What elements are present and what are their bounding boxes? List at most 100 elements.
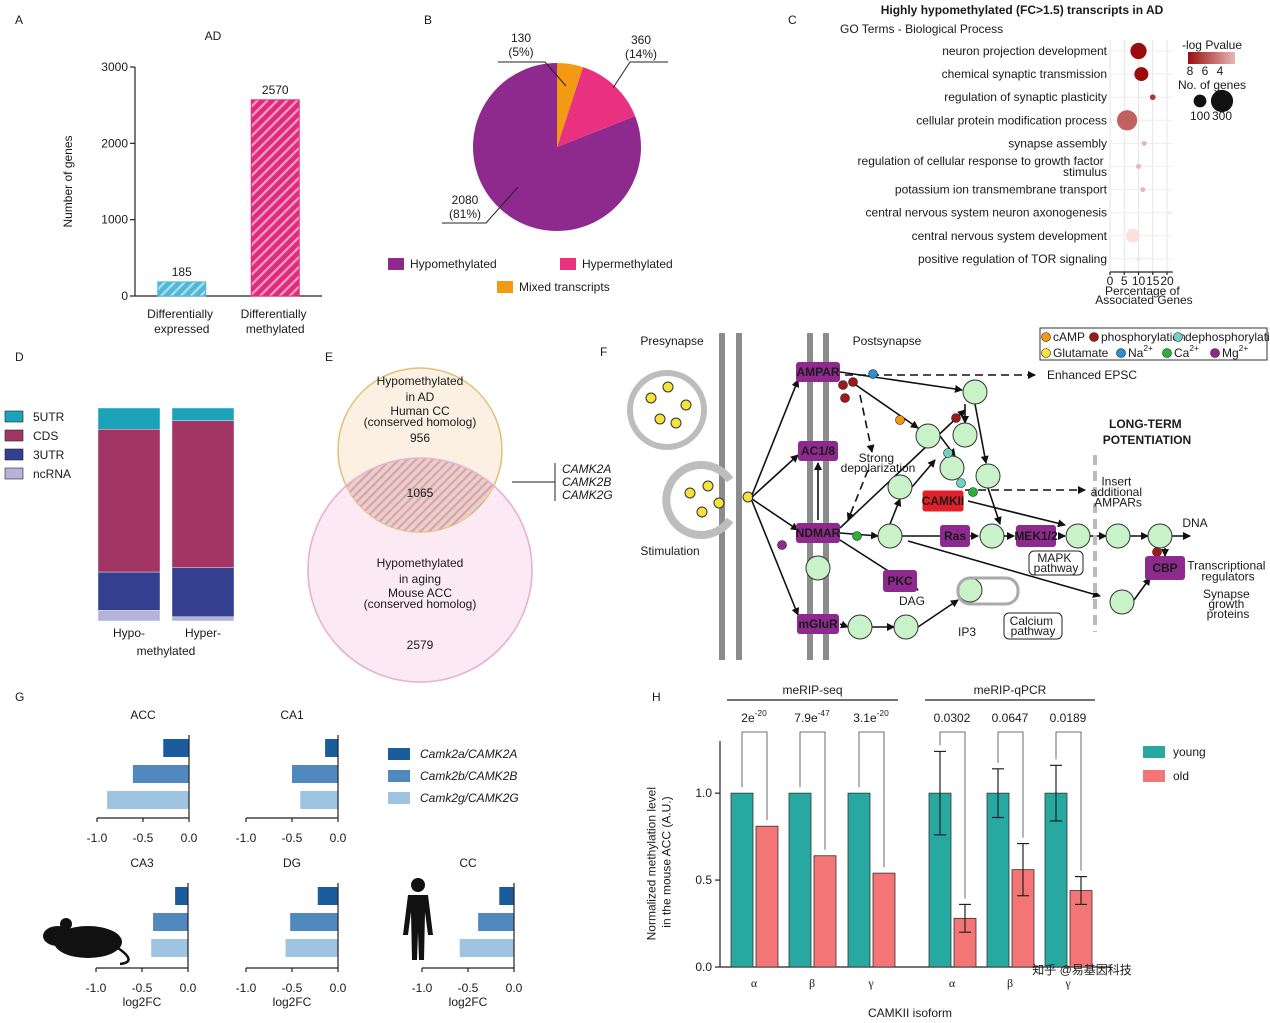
protein-box	[1016, 525, 1056, 547]
protein-box	[798, 441, 838, 461]
text-part: Mg	[1222, 346, 1239, 360]
signal-dot	[1152, 547, 1162, 557]
dot	[1134, 67, 1149, 82]
molecule	[952, 422, 978, 448]
legend-label: ncRNA	[33, 467, 71, 481]
protein-label: CBP	[1152, 561, 1177, 575]
text-part: MAPK	[1037, 551, 1074, 565]
y-tick-label: central nervous system development	[912, 229, 1108, 243]
text-part: Na	[1128, 346, 1144, 360]
text-part: -47	[818, 708, 830, 718]
venn-label: Human CC	[390, 404, 450, 418]
p-value: 0.0647	[992, 711, 1029, 725]
legend-label: old	[1173, 769, 1189, 783]
glutamate	[696, 506, 708, 518]
count-label: 360	[631, 33, 651, 47]
text-part: pathway	[1011, 624, 1056, 638]
y-axis-label: Number of genes	[61, 135, 75, 227]
protein-box	[796, 362, 840, 382]
legend-swatch	[388, 748, 410, 760]
signal-dot	[956, 478, 966, 488]
y-tick-label: positive regulation of TOR signaling	[918, 252, 1107, 266]
protein-box	[921, 489, 965, 513]
text-part: Strong	[859, 451, 898, 465]
x-tick-label: -0.5	[132, 981, 153, 995]
stimulus-label: Stimulation	[640, 544, 699, 558]
venn-label: Mouse ACC	[388, 586, 452, 600]
molecule	[1109, 589, 1135, 615]
molecule	[1147, 523, 1173, 549]
region-label: Presynapse	[640, 334, 704, 348]
size-legend-label: 100	[1190, 109, 1210, 123]
legend-swatch	[4, 410, 24, 423]
color-legend-tick: 6	[1202, 64, 1209, 78]
bar	[459, 939, 514, 957]
y-tick-label: 1000	[101, 213, 128, 227]
legend-swatch	[560, 258, 576, 270]
text-part: AMPARs	[1094, 496, 1142, 510]
protein-label: CAMKII	[922, 494, 965, 508]
mouse-head	[43, 926, 73, 946]
group-label: meRIP-seq	[782, 683, 842, 697]
text-part: Insert	[1101, 475, 1134, 489]
glutamate	[702, 480, 714, 492]
bar	[499, 887, 514, 905]
text-part: Calcium	[1010, 614, 1057, 628]
x-tick-label: -1.0	[412, 981, 433, 995]
text-part: expressed	[154, 322, 209, 336]
gene-label: CAMK2B	[562, 475, 611, 489]
text-part: Differentially	[147, 307, 216, 321]
legend-dot	[1116, 348, 1126, 358]
legend-label: cAMP	[1053, 330, 1085, 344]
legend-swatch	[388, 792, 410, 804]
legend-swatch	[4, 429, 24, 442]
x-tick-label: 0.0	[330, 981, 347, 995]
human-body	[403, 895, 433, 960]
text-part: additional	[1091, 485, 1146, 499]
bar	[250, 99, 300, 297]
dot	[1125, 228, 1140, 243]
molecule	[847, 614, 873, 640]
molecule	[877, 523, 903, 549]
x-tick-label: 0.0	[181, 831, 198, 845]
text-part: pathway	[1034, 561, 1079, 575]
bar	[788, 792, 812, 968]
x-tick-label: Differentially expressed	[147, 307, 216, 336]
text-part: growth	[1208, 597, 1247, 611]
text-part: Ca	[1174, 346, 1190, 360]
molecule	[915, 423, 941, 449]
legend-label: Ca2+	[1174, 343, 1199, 360]
pathway-note: Strong depolarization	[841, 451, 916, 475]
text-part: stimulus	[1063, 165, 1107, 179]
vesicle	[627, 370, 707, 450]
y-tick-label: synapse assembly	[1008, 136, 1107, 150]
y-tick-label: central nervous system neuron axonogenes…	[866, 206, 1107, 220]
text-part: Transcriptional	[1187, 559, 1269, 573]
y-tick-label: 1.0	[695, 786, 712, 800]
significance-bracket	[799, 731, 826, 850]
signal-dot	[848, 377, 858, 387]
watermark: 知乎 @易基因科技	[1032, 963, 1132, 977]
bar-segment	[97, 429, 161, 573]
arrow	[852, 382, 919, 429]
dashed-arrow	[846, 469, 869, 521]
x-tick-label: γ	[867, 976, 874, 990]
molecule	[939, 455, 965, 481]
significance-bracket	[741, 731, 768, 821]
p-value: 7.9e-47	[794, 708, 830, 725]
signal-dot	[777, 540, 787, 550]
panel-label: C	[788, 13, 797, 27]
p-value: 0.0302	[934, 711, 971, 725]
x-axis-label: log2FC	[123, 995, 162, 1009]
bar	[132, 765, 189, 783]
x-tick-label: α	[949, 976, 956, 990]
legend-label: Camk2a/CAMK2A	[420, 747, 517, 761]
panel-label: G	[15, 690, 24, 704]
pathway-box	[1028, 550, 1084, 576]
glutamate	[684, 487, 696, 499]
text-part: Normalized methylation level	[645, 784, 659, 941]
x-tick-label: Hypo-	[113, 626, 145, 640]
x-tick-label: 0.0	[506, 981, 523, 995]
venn-label: in AD	[406, 390, 435, 404]
human-head	[411, 878, 425, 892]
